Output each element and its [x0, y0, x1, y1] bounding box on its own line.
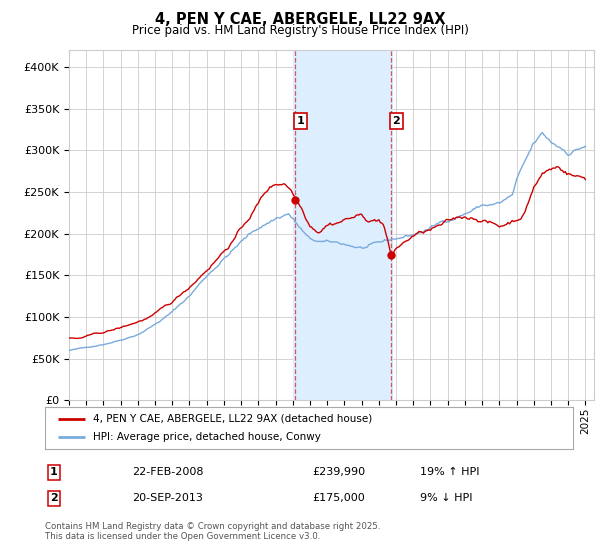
- Text: 9% ↓ HPI: 9% ↓ HPI: [420, 493, 473, 503]
- Text: 4, PEN Y CAE, ABERGELE, LL22 9AX (detached house): 4, PEN Y CAE, ABERGELE, LL22 9AX (detach…: [92, 414, 372, 424]
- Text: 22-FEB-2008: 22-FEB-2008: [132, 467, 203, 477]
- Text: £239,990: £239,990: [312, 467, 365, 477]
- Text: 1: 1: [50, 467, 58, 477]
- Text: £175,000: £175,000: [312, 493, 365, 503]
- Text: Price paid vs. HM Land Registry's House Price Index (HPI): Price paid vs. HM Land Registry's House …: [131, 24, 469, 36]
- Text: 19% ↑ HPI: 19% ↑ HPI: [420, 467, 479, 477]
- Text: Contains HM Land Registry data © Crown copyright and database right 2025.
This d: Contains HM Land Registry data © Crown c…: [45, 522, 380, 542]
- Bar: [293, 50, 392, 400]
- Text: 2: 2: [50, 493, 58, 503]
- Text: 20-SEP-2013: 20-SEP-2013: [132, 493, 203, 503]
- Text: 4, PEN Y CAE, ABERGELE, LL22 9AX: 4, PEN Y CAE, ABERGELE, LL22 9AX: [155, 12, 445, 27]
- Text: HPI: Average price, detached house, Conwy: HPI: Average price, detached house, Conw…: [92, 432, 320, 442]
- Text: 2: 2: [392, 116, 400, 126]
- Text: 1: 1: [296, 116, 304, 126]
